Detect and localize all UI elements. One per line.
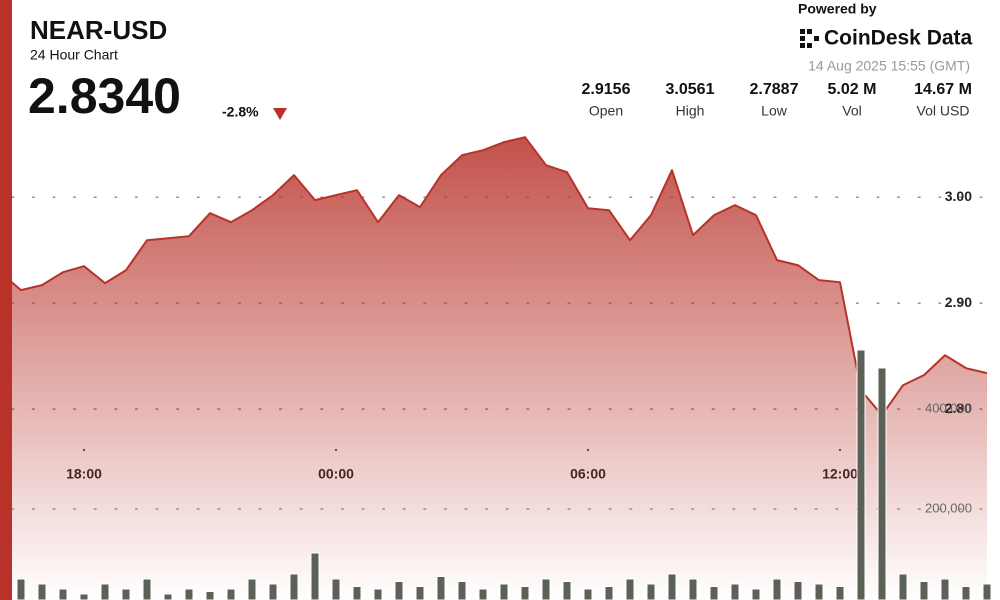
volume-bar bbox=[310, 552, 320, 600]
volume-bar bbox=[835, 586, 845, 600]
plot: 18:0000:0006:0012:002.802.903.00200,0004… bbox=[0, 136, 1000, 600]
y-tick-label: 2.90 bbox=[945, 294, 972, 310]
volume-bar bbox=[688, 578, 698, 600]
volume-bar bbox=[478, 588, 488, 600]
brand: CoinDesk Data bbox=[824, 27, 973, 50]
volume-bar bbox=[37, 583, 47, 600]
volume-bar bbox=[793, 581, 803, 600]
timestamp: 14 Aug 2025 15:55 (GMT) bbox=[808, 58, 970, 74]
volume-bar bbox=[772, 578, 782, 600]
stat-label: Low bbox=[761, 103, 788, 119]
volume-bar bbox=[226, 588, 236, 600]
volume-bar bbox=[961, 586, 971, 600]
volume-bar bbox=[79, 593, 89, 600]
stat-label: Vol bbox=[842, 103, 861, 119]
y2-tick-label: 400,000 bbox=[925, 400, 972, 415]
volume-bar bbox=[730, 583, 740, 600]
stat-label: Open bbox=[589, 103, 623, 119]
y-tick-label: 2.80 bbox=[945, 400, 972, 416]
volume-bar bbox=[856, 349, 866, 600]
accent-bar bbox=[0, 0, 12, 600]
volume-bar bbox=[289, 573, 299, 600]
change: -2.8% bbox=[222, 104, 259, 120]
stat-value: 14.67 M bbox=[914, 81, 972, 98]
volume-bar bbox=[583, 588, 593, 600]
volume-bar bbox=[352, 586, 362, 600]
stat-value: 2.9156 bbox=[582, 81, 631, 98]
subtitle: 24 Hour Chart bbox=[30, 47, 118, 63]
down-arrow bbox=[273, 108, 287, 120]
y2-tick-label: 200,000 bbox=[925, 500, 972, 515]
volume-bar bbox=[121, 588, 131, 600]
stats: 2.9156 Open 3.0561 High 2.7887 Low 5.02 M Vol 14… bbox=[582, 81, 972, 118]
stat-value: 5.02 M bbox=[828, 81, 877, 98]
volume-bar bbox=[16, 578, 26, 600]
volume-bar bbox=[142, 578, 152, 600]
volume-bar bbox=[562, 581, 572, 600]
volume-bar bbox=[751, 588, 761, 600]
volume-bar bbox=[415, 586, 425, 600]
volume-bar bbox=[247, 578, 257, 600]
y-tick-label: 3.00 bbox=[945, 188, 972, 204]
volume-bar bbox=[394, 581, 404, 600]
volume-bar bbox=[58, 588, 68, 600]
volume-bar bbox=[604, 586, 614, 600]
volume-bar bbox=[436, 576, 446, 600]
stat-value: 3.0561 bbox=[666, 81, 715, 98]
brand-logo bbox=[800, 29, 819, 48]
volume-bar bbox=[100, 583, 110, 600]
volume-bar bbox=[499, 583, 509, 600]
volume-bar bbox=[940, 578, 950, 600]
volume-bar bbox=[163, 593, 173, 600]
stat-label: High bbox=[676, 103, 705, 119]
volume-bar bbox=[709, 586, 719, 600]
symbol: NEAR-USD bbox=[30, 15, 167, 45]
volume-bar bbox=[646, 583, 656, 600]
stat-value: 2.7887 bbox=[750, 81, 799, 98]
volume-bar bbox=[373, 588, 383, 600]
volume-bar bbox=[877, 367, 887, 600]
volume-bar bbox=[667, 573, 677, 600]
volume-bar bbox=[331, 578, 341, 600]
volume-bar bbox=[919, 581, 929, 600]
volume-bar bbox=[541, 578, 551, 600]
volume-bar bbox=[982, 583, 992, 600]
price-line bbox=[0, 136, 988, 417]
volume-bar bbox=[457, 581, 467, 600]
volume-bar bbox=[205, 591, 215, 600]
volume-bar bbox=[814, 583, 824, 600]
volume-bar bbox=[898, 573, 908, 600]
volume-bar bbox=[184, 588, 194, 600]
price: 2.8340 bbox=[28, 68, 181, 124]
volume-bar bbox=[625, 578, 635, 600]
volume-bar bbox=[268, 583, 278, 600]
stat-label: Vol USD bbox=[917, 103, 970, 119]
volume-bar bbox=[520, 586, 530, 600]
powered-by: Powered by bbox=[798, 1, 877, 17]
area bbox=[0, 137, 987, 600]
